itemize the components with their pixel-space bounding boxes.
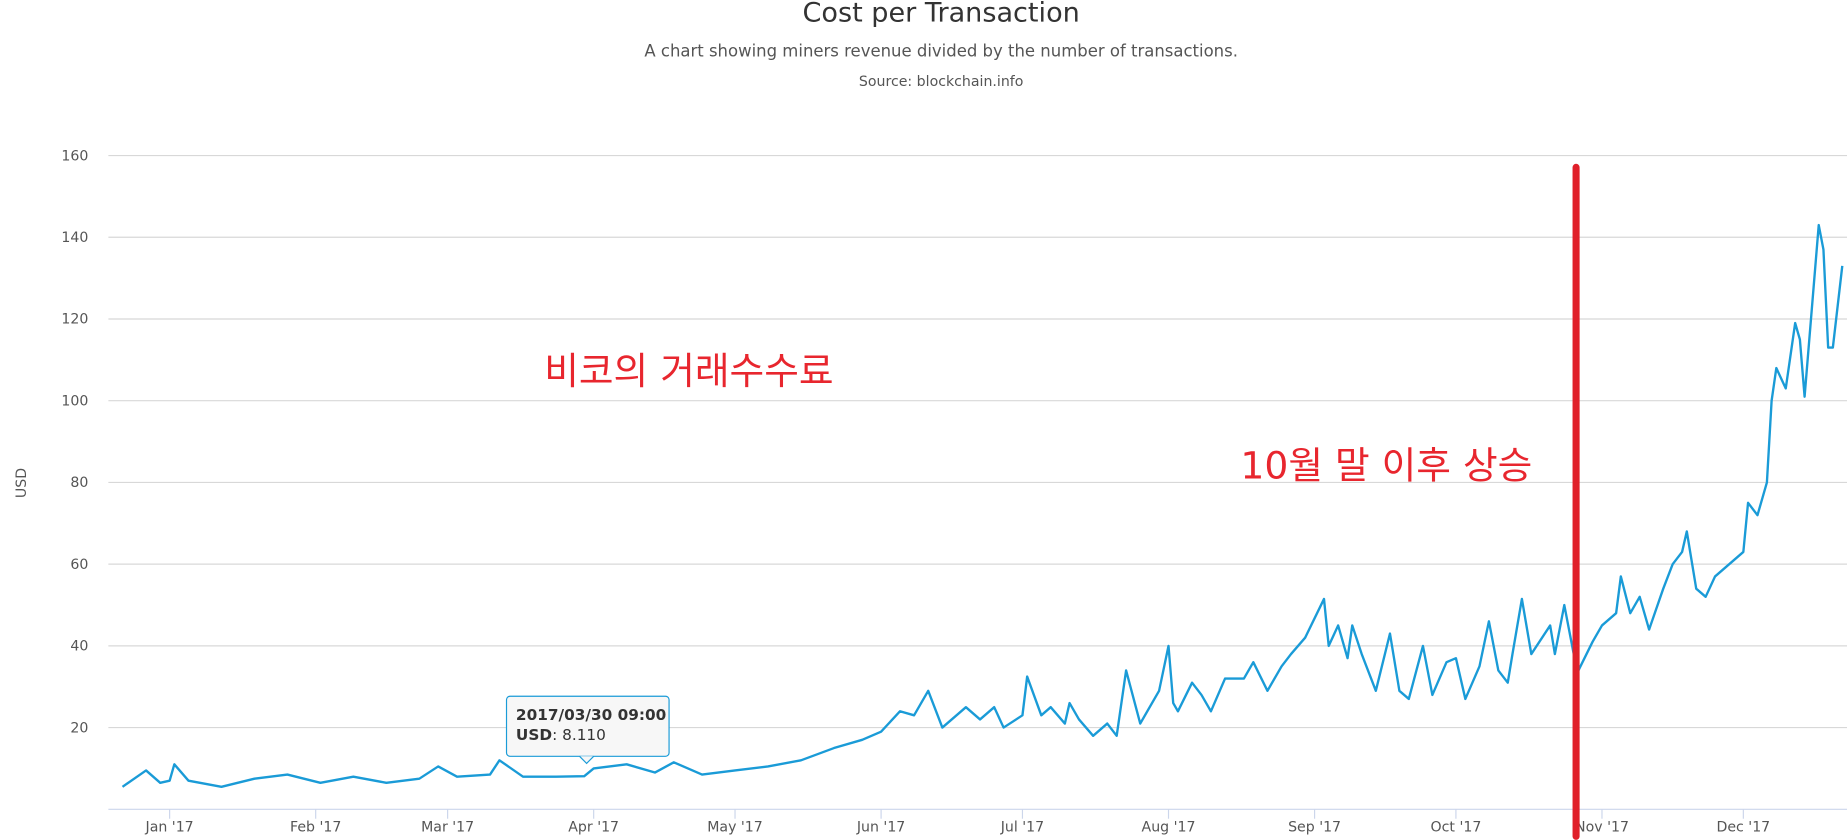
y-tick-label: 120 [61,312,88,328]
tooltip-date: 2017/03/30 09:00 [516,706,666,724]
chart-source: Source: blockchain.info [859,74,1023,90]
y-axis-label: USD [14,468,30,498]
x-tick-label: Jun '17 [856,820,905,836]
chart-title: Cost per Transaction [803,0,1080,28]
x-tick-label: Apr '17 [568,820,619,836]
y-tick-label: 40 [70,639,88,655]
y-tick-label: 160 [61,148,88,164]
y-tick-label: 140 [61,230,88,246]
y-tick-label: 60 [70,557,88,573]
plot-area: 20 40 60 80 100 120 140 160 Jan '17 Feb '17 Mar '1… [61,148,1847,836]
annotation: 비코의 거래수수료 [544,349,833,393]
tooltip-number: 8.110 [562,726,606,744]
tooltip-series: USD [516,726,552,744]
x-tick-label: Nov '17 [1575,820,1629,836]
x-tick-label: Jan '17 [145,820,194,836]
x-tick-label: May '17 [707,820,763,836]
y-tick-label: 100 [61,393,88,409]
chart-subtitle: A chart showing miners revenue divided b… [644,42,1238,61]
x-tick-label: Oct '17 [1431,820,1482,836]
x-tick-label: Feb '17 [290,820,341,836]
data-line [121,223,1844,788]
tooltip-sep: : [552,726,562,744]
y-tick-label: 80 [70,475,88,491]
x-tick-label: Mar '17 [421,820,474,836]
x-tick-label: Aug '17 [1142,820,1196,836]
tooltip-pointer [579,755,595,765]
x-tick-label: Dec '17 [1716,820,1770,836]
annotation: 10월 말 이후 상승 [1240,443,1532,487]
tooltip-value: USD: 8.110 [516,726,606,744]
y-tick-label: 20 [70,720,88,736]
x-tick-label: Sep '17 [1288,820,1341,836]
tooltip: 2017/03/30 09:00 USD: 8.110 [505,695,670,765]
x-tick-label: Jul '17 [1000,820,1044,836]
